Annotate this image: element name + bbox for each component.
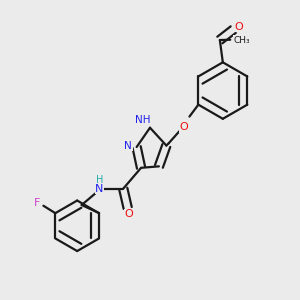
Text: N: N xyxy=(95,184,104,194)
Text: O: O xyxy=(234,22,243,32)
Text: NH: NH xyxy=(135,115,150,125)
Text: O: O xyxy=(179,122,188,132)
Text: O: O xyxy=(125,209,134,220)
Text: H: H xyxy=(96,175,103,185)
Text: CH₃: CH₃ xyxy=(233,35,250,44)
Text: N: N xyxy=(124,140,132,151)
Text: F: F xyxy=(34,198,40,208)
